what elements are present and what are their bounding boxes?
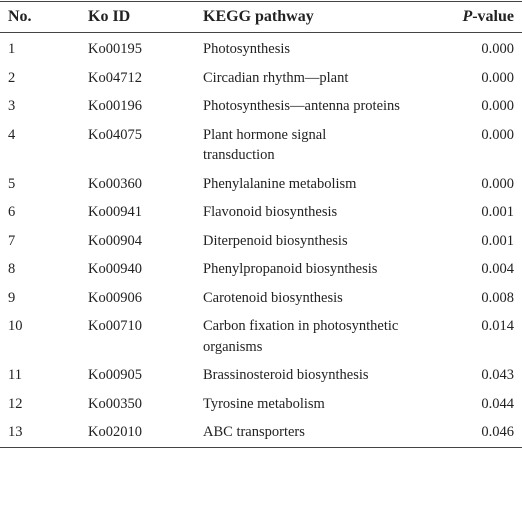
table-cell: ABC transporters <box>203 424 305 440</box>
table-cell: 0.000 <box>481 175 514 192</box>
table-cell: 5 <box>8 175 16 192</box>
header-italic: P <box>462 8 473 25</box>
table-cell: Brassinosteroid biosynthesis <box>203 367 369 383</box>
table-cell: 0.046 <box>481 424 514 440</box>
header-cell: Ko ID <box>80 1 195 33</box>
table-cell: 8 <box>8 261 16 277</box>
table-cell: 10 <box>8 318 23 334</box>
table-cell: 1 <box>8 41 16 57</box>
table-cell: Phenylpropanoid biosynthesis <box>203 261 378 277</box>
table-row: 5 Ko00360 Phenylalanine metabolism 0.000 <box>0 170 522 199</box>
table-row: 4 Ko04075 Plant hormone signal transductio… <box>0 121 522 170</box>
data-table: No. Ko ID KEGG pathway P-value 1 Ko00195 P… <box>0 1 522 448</box>
table-cell: 13 <box>8 424 23 440</box>
table-row: 2 Ko04712 Circadian rhythm—plant 0.000 <box>0 64 522 93</box>
table-cell: Plant hormone signal transduction <box>203 126 327 164</box>
table-cell: 4 <box>8 126 16 143</box>
table-cell: Photosynthesis <box>203 41 291 57</box>
table-cell: 0.044 <box>481 395 514 412</box>
table-cell: Ko00350 <box>88 395 142 412</box>
table-row: 6 Ko00941 Flavonoid biosynthesis 0.001 <box>0 198 522 227</box>
table-cell: 0.001 <box>481 204 514 220</box>
table-cell: Ko00710 <box>88 318 142 334</box>
table-cell: 0.008 <box>481 289 514 306</box>
table-row: 7 Ko00904 Diterpenoid biosynthesis 0.001 <box>0 227 522 256</box>
table-cell: Ko04075 <box>88 126 142 143</box>
table-cell: Tyrosine metabolism <box>203 395 325 412</box>
table-cell: Phenylalanine metabolism <box>203 175 357 192</box>
table-cell: Ko00904 <box>88 232 142 249</box>
table-cell: 0.004 <box>481 261 514 277</box>
table-row: 11 Ko00905 Brassinosteroid biosynthesis 0.0… <box>0 361 522 390</box>
table-cell: 11 <box>8 367 22 383</box>
table-row: 13 Ko02010 ABC transporters 0.046 <box>0 418 522 447</box>
header-cell: No. <box>0 1 80 33</box>
table-cell: 0.000 <box>481 126 514 143</box>
table-cell: Circadian rhythm—plant <box>203 69 349 86</box>
table-cell: Ko00906 <box>88 289 142 306</box>
table-cell: Ko04712 <box>88 69 142 86</box>
table-cell: Photosynthesis—antenna proteins <box>203 98 400 114</box>
header-cell: KEGG pathway <box>195 1 400 33</box>
table-cell: 6 <box>8 204 16 220</box>
table-row: 10 Ko00710 Carbon fixation in photosynthet… <box>0 312 522 361</box>
table-cell: 0.000 <box>481 69 514 86</box>
header-cell: P-value <box>400 1 522 33</box>
table-cell: 12 <box>8 395 23 412</box>
table-cell: 9 <box>8 289 16 306</box>
header-text: -value <box>472 8 514 25</box>
table-cell: 3 <box>8 98 16 114</box>
table-cell: Ko02010 <box>88 424 142 440</box>
table-cell: 2 <box>8 69 16 86</box>
table-cell: 0.000 <box>481 98 514 114</box>
table-row: 1 Ko00195 Photosynthesis 0.000 <box>0 33 522 64</box>
header-row: No. Ko ID KEGG pathway P-value <box>0 1 522 33</box>
table-cell: Ko00195 <box>88 41 142 57</box>
table-row: 9 Ko00906 Carotenoid biosynthesis 0.008 <box>0 284 522 313</box>
table-cell: 0.043 <box>481 367 514 383</box>
table-cell: 7 <box>8 232 16 249</box>
table-cell: Carotenoid biosynthesis <box>203 289 343 306</box>
table-cell: Carbon fixation in photosynthetic organi… <box>203 318 399 355</box>
table-row: 3 Ko00196 Photosynthesis—antenna proteins 0… <box>0 92 522 121</box>
table-cell: Ko00940 <box>88 261 142 277</box>
table-cell: 0.001 <box>481 232 514 249</box>
table-cell: Diterpenoid biosynthesis <box>203 232 348 249</box>
table-cell: Ko00360 <box>88 175 142 192</box>
table-row: 8 Ko00940 Phenylpropanoid biosynthesis 0.00… <box>0 255 522 284</box>
table-cell: 0.014 <box>481 318 514 334</box>
table-cell: Ko00905 <box>88 367 142 383</box>
table-body: 1 Ko00195 Photosynthesis 0.000 2 Ko04712 Circa… <box>0 33 522 448</box>
table-cell: Ko00196 <box>88 98 142 114</box>
table-row: 12 Ko00350 Tyrosine metabolism 0.044 <box>0 390 522 419</box>
table-cell: 0.000 <box>481 41 514 57</box>
table-cell: Flavonoid biosynthesis <box>203 204 338 220</box>
table-cell: Ko00941 <box>88 204 142 220</box>
